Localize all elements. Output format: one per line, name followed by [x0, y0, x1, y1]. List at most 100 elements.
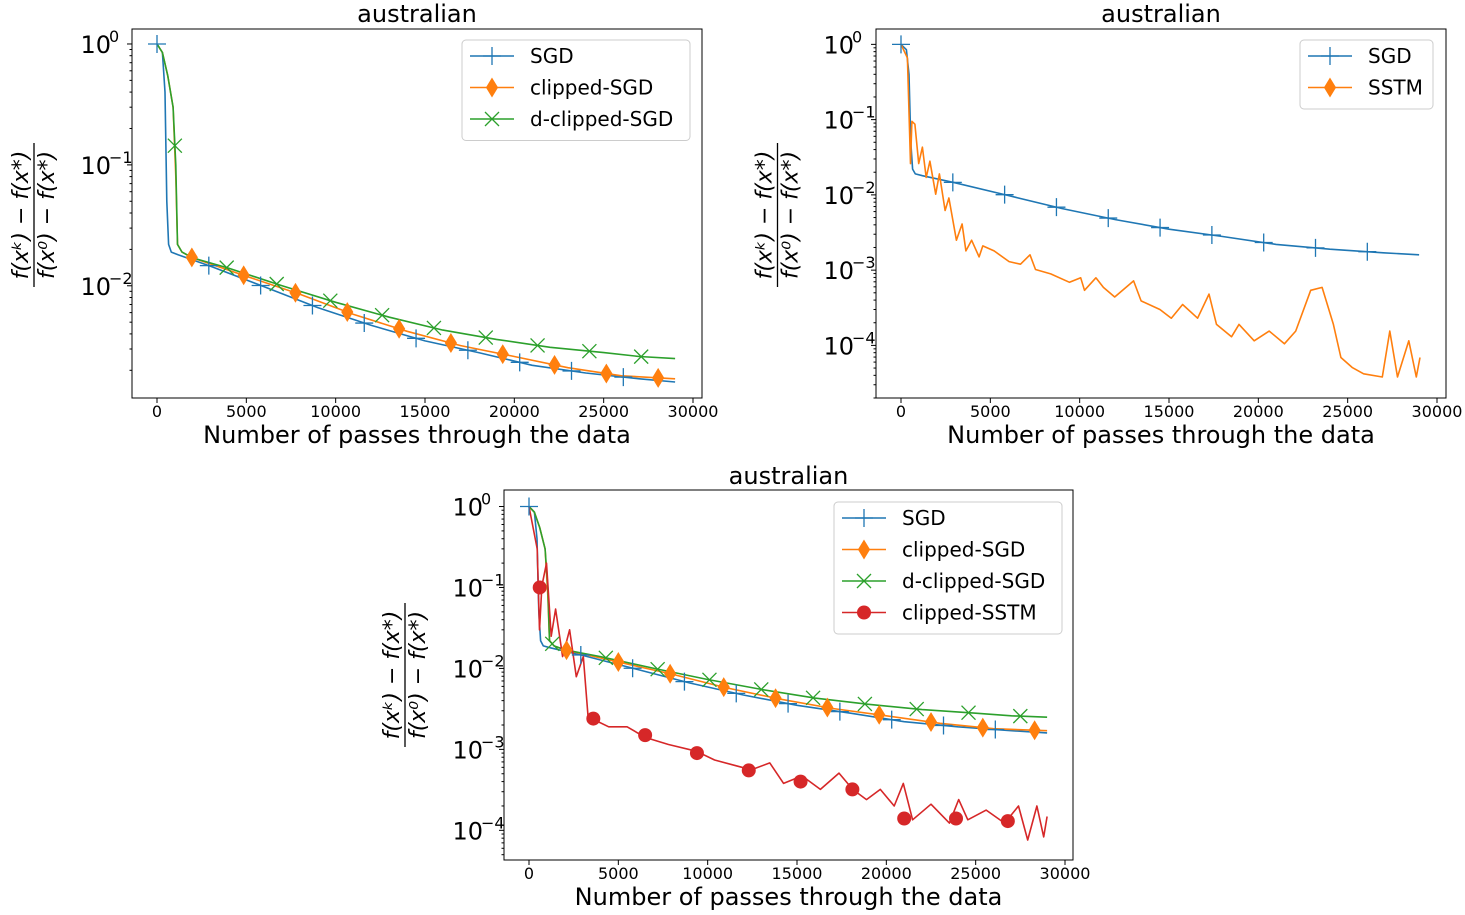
data-marker-SGD [727, 684, 746, 703]
y-tick-base: 10 [452, 574, 483, 602]
data-marker-clipped-SGD [600, 363, 613, 384]
y-tick-exponent: −4 [481, 813, 505, 832]
data-marker-d-clipped-SGD [322, 293, 338, 309]
legend-label: SSTM [1368, 76, 1423, 100]
data-marker-clipped-SGD [873, 704, 886, 725]
data-marker-clipped-SGD [717, 677, 730, 698]
legend-label: clipped-SSTM [902, 601, 1037, 625]
x-tick-label: 15000 [1144, 402, 1195, 421]
y-tick-base: 10 [823, 332, 854, 360]
data-marker-clipped-SGD [393, 318, 406, 339]
y-label-numerator: f(xᵏ) − f(x*) [380, 611, 405, 740]
legend-marker-SGD [1321, 47, 1339, 65]
x-tick-label: 20000 [861, 864, 912, 883]
data-marker-SGD [562, 361, 581, 380]
data-marker-clipped-SSTM [793, 774, 808, 789]
x-tick-label: 0 [152, 402, 162, 421]
data-marker-clipped-SGD [444, 333, 457, 353]
series-line-d-clipped-SGD [156, 43, 676, 360]
y-label-numerator: f(xᵏ) − f(x*) [753, 151, 778, 280]
legend-marker-clipped-SSTM [857, 605, 871, 620]
legend-label: SGD [902, 506, 946, 530]
data-marker-d-clipped-SGD [530, 337, 546, 353]
y-tick-exponent: −2 [481, 651, 505, 670]
data-marker-SGD [779, 694, 798, 713]
plot-area [148, 34, 676, 388]
legend-marker-SGD [483, 47, 501, 65]
data-marker-clipped-SGD [341, 302, 354, 323]
data-marker-SGD [882, 710, 901, 729]
data-marker-SGD [986, 720, 1005, 739]
x-tick-label: 15000 [400, 402, 451, 421]
data-marker-SGD [458, 341, 477, 360]
axes-frame [875, 28, 1447, 399]
data-marker-SGD [614, 368, 633, 387]
plot-area [892, 35, 1421, 378]
data-marker-SGD [934, 716, 953, 735]
data-marker-clipped-SGD [237, 265, 250, 286]
x-tick-label: 20000 [1233, 402, 1284, 421]
series-line-clipped-SSTM [528, 506, 1048, 841]
data-marker-d-clipped-SGD [961, 705, 976, 721]
legend: SGD clipped-SGD d-clipped-SGD [461, 39, 691, 141]
data-marker-d-clipped-SGD [426, 320, 442, 336]
data-marker-SGD [675, 672, 694, 691]
data-marker-clipped-SGD [769, 688, 782, 709]
data-marker-d-clipped-SGD [581, 343, 597, 359]
y-tick-label: 10 [452, 736, 483, 764]
subplot-2: australian 0 5000 10000 15000 20000 25000 30000… [753, 0, 1463, 449]
y-tick-exponent: −1 [481, 570, 505, 589]
y-tick-label: 10 [823, 257, 854, 285]
y-tick-exponent: 0 [481, 490, 491, 509]
data-marker-d-clipped-SGD [167, 138, 183, 154]
legend-marker-clipped-SGD [857, 539, 871, 560]
data-marker-clipped-SGD [924, 712, 938, 733]
x-tick-label: 5000 [598, 864, 639, 883]
x-tick-label: 10000 [310, 402, 361, 421]
series-line-d-clipped-SGD [528, 505, 1048, 718]
y-tick-label: 10 [823, 332, 854, 360]
data-marker-clipped-SGD [821, 697, 834, 718]
series-line-SGD [900, 43, 1420, 256]
data-marker-SGD [1151, 218, 1170, 237]
data-marker-SGD [892, 35, 910, 54]
x-tick-label: 5000 [226, 402, 267, 421]
data-marker-clipped-SSTM [897, 811, 912, 826]
data-marker-SGD [571, 645, 590, 664]
y-label-denominator: f(x⁰) − f(x*) [779, 151, 804, 279]
data-marker-clipped-SGD [548, 354, 561, 375]
x-tick-label: 0 [524, 864, 534, 883]
data-marker-clipped-SGD [560, 640, 573, 661]
x-tick-label: 0 [896, 402, 906, 421]
data-marker-SGD [407, 329, 426, 348]
data-marker-d-clipped-SGD [753, 681, 769, 697]
legend-label: d-clipped-SGD [530, 107, 673, 131]
y-tick-label: 10 [823, 182, 854, 210]
legend-marker-SGD [855, 509, 873, 527]
data-marker-clipped-SSTM [586, 711, 601, 726]
y-tick-label: 10 [452, 494, 483, 522]
data-marker-SGD [148, 34, 166, 53]
y-tick-exponent: −3 [852, 253, 876, 272]
data-marker-d-clipped-SGD [701, 672, 717, 688]
data-marker-d-clipped-SGD [269, 276, 285, 292]
y-tick-label: 10 [80, 152, 111, 180]
x-tick-label: 30000 [1412, 402, 1463, 421]
data-marker-clipped-SSTM [1000, 814, 1015, 829]
data-marker-d-clipped-SGD [598, 650, 614, 666]
data-marker-d-clipped-SGD [219, 260, 235, 276]
data-marker-SGD [1254, 233, 1273, 252]
data-marker-clipped-SGD [652, 367, 665, 388]
x-tick-label: 5000 [970, 402, 1011, 421]
y-label-denominator: f(x⁰) − f(x*) [406, 611, 431, 739]
y-tick-base: 10 [823, 182, 854, 210]
legend-marker-d-clipped-SGD [484, 111, 500, 127]
legend-marker-clipped-SGD [485, 77, 499, 98]
y-tick-label: 10 [452, 574, 483, 602]
y-tick-exponent: 0 [109, 27, 119, 46]
y-tick-base: 10 [452, 736, 483, 764]
axes-frame [503, 489, 1074, 861]
x-tick-label: 25000 [950, 864, 1001, 883]
data-marker-SGD [520, 497, 538, 516]
